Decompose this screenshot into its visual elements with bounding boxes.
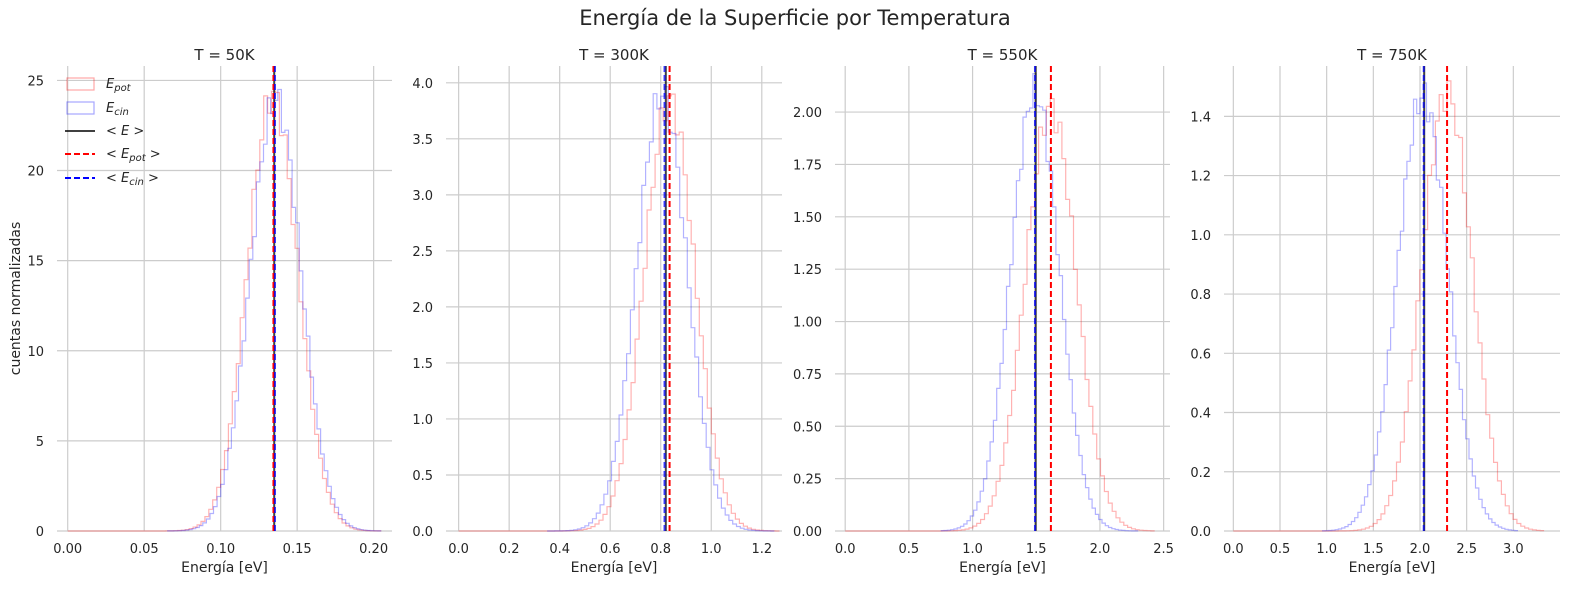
legend-label: < Ecin > [106,171,159,188]
x-tick-label: 1.0 [962,542,983,557]
legend-label: Epot [106,77,132,94]
x-tick-label: 0.2 [499,542,520,557]
y-tick-label: 0.8 [1190,288,1211,303]
x-tick-label: 0.0 [835,542,856,557]
x-tick-label: 0.20 [359,542,388,557]
e-cin-histogram [940,73,1139,532]
x-tick-label: 0.0 [1223,542,1244,557]
y-tick-label: 0.5 [412,469,433,484]
y-tick-label: 15 [27,255,44,270]
e-pot-histogram [458,93,780,532]
e-pot-histogram [67,90,382,532]
x-tick-label: 0.4 [549,542,570,557]
y-tick-label: 1.2 [1190,170,1211,185]
x-tick-label: 0.00 [53,542,82,557]
legend-swatch [66,101,95,115]
legend-label: < Epot > [106,147,161,164]
y-tick-label: 1.50 [793,211,822,226]
panel-3: 0.0 0.5 1.0 1.5 2.0 2.5 0.00 0.25 0.50 0.75 1.00 1.… [793,46,1174,576]
e-cin-histogram [547,86,775,532]
x-tick-label: 0.10 [206,542,235,557]
y-tick-label: 1.25 [793,263,822,278]
panel-title: T = 50K [193,46,255,64]
x-tick-label: 2.5 [1456,542,1477,557]
y-tick-label: 1.5 [412,357,433,372]
figure-title: Energía de la Superficie por Temperatura [579,6,1011,30]
legend-label: < E > [106,124,144,139]
y-tick-label: 0.4 [1190,407,1211,422]
e-pot-histogram [845,98,1155,532]
y-tick-label: 5 [36,435,44,450]
x-tick-label: 0.0 [448,542,469,557]
y-tick-label: 4.0 [412,77,433,92]
y-tick-label: 0.25 [793,473,822,488]
x-tick-label: 1.2 [751,542,772,557]
y-tick-label: 1.0 [1190,229,1211,244]
x-tick-label: 1.0 [701,542,722,557]
x-tick-label: 0.6 [600,542,621,557]
x-tick-label: 0.8 [650,542,671,557]
legend: Epot Ecin < E > < Epot > < Ecin > [65,77,161,188]
x-axis-label: Energía [eV] [959,560,1046,576]
panel-title: T = 300K [578,46,650,64]
y-tick-label: 10 [27,345,44,360]
y-tick-label: 20 [27,165,44,180]
legend-swatch [66,77,95,91]
x-tick-label: 2.0 [1090,542,1111,557]
y-tick-label: 1.4 [1190,110,1211,125]
y-tick-label: 0.6 [1190,347,1211,362]
x-tick-label: 1.5 [1026,542,1047,557]
y-tick-label: 2.0 [412,301,433,316]
x-tick-label: 1.5 [1363,542,1384,557]
y-tick-label: 2.5 [412,245,433,260]
y-tick-label: 1.75 [793,158,822,173]
y-tick-label: 0 [36,525,44,540]
y-tick-label: 0.75 [793,368,822,383]
x-tick-label: 3.0 [1503,542,1524,557]
x-axis-label: Energía [eV] [1349,560,1436,576]
y-tick-label: 1.0 [412,413,433,428]
y-tick-label: 25 [27,74,44,89]
y-tick-label: 1.00 [793,316,822,331]
y-tick-label: 3.0 [412,189,433,204]
x-tick-label: 1.0 [1316,542,1337,557]
x-tick-label: 0.5 [1270,542,1291,557]
x-tick-label: 0.15 [283,542,312,557]
y-tick-label: 0.0 [412,525,433,540]
y-tick-label: 0.0 [1190,525,1211,540]
panel-title: T = 550K [967,46,1039,64]
x-axis-label: Energía [eV] [181,560,268,576]
panel-2: 0.0 0.2 0.4 0.6 0.8 1.0 1.2 0.0 0.5 1.0 1.5 2.0 2.5 3… [412,46,782,576]
e-pot-histogram [1233,80,1545,532]
y-tick-label: 0.50 [793,420,822,435]
x-tick-label: 0.05 [130,542,159,557]
x-axis-label: Energía [eV] [571,560,658,576]
panel-title: T = 750K [1356,46,1428,64]
x-tick-label: 2.5 [1153,542,1174,557]
x-tick-label: 0.5 [899,542,920,557]
y-tick-label: 2.00 [793,106,822,121]
x-tick-label: 2.0 [1410,542,1431,557]
panel-4: 0.0 0.5 1.0 1.5 2.0 2.5 3.0 0.0 0.2 0.4 0.6 0.8 1.0 1… [1190,46,1560,576]
y-tick-label: 0.2 [1190,466,1211,481]
panel-1: 0.00 0.05 0.10 0.15 0.20 0 5 10 15 20 25 T = 50K Ene… [27,46,392,576]
y-tick-label: 0.00 [793,525,822,540]
e-cin-histogram [1322,82,1518,532]
y-axis-label: cuentas normalizadas [8,222,24,376]
legend-label: Ecin [106,101,129,118]
y-tick-label: 3.5 [412,133,433,148]
